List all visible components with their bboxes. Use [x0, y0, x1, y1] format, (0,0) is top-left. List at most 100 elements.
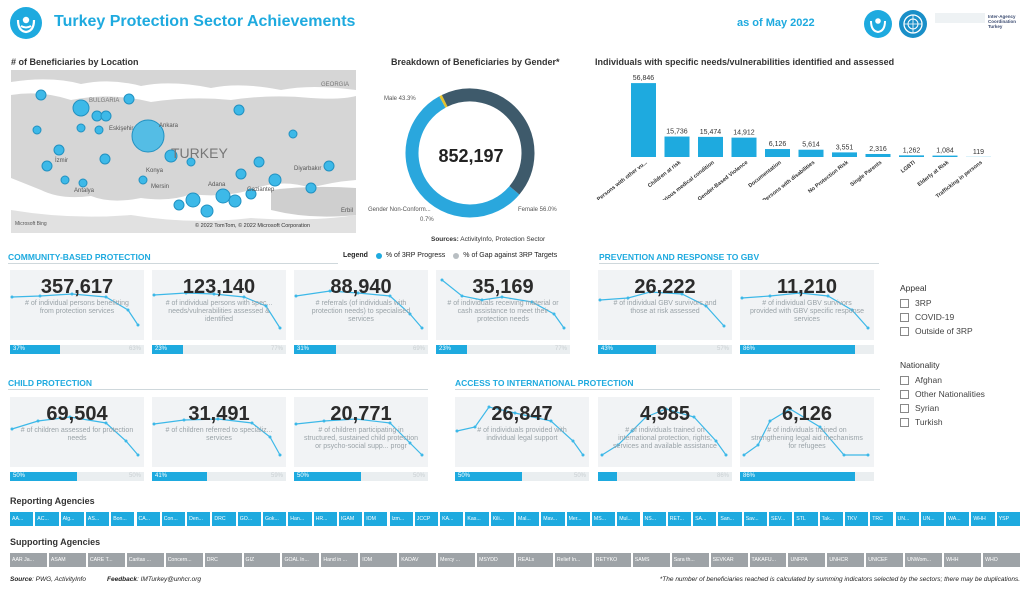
- reporting-agency-chip[interactable]: NS...: [642, 512, 666, 526]
- supporting-agency-chip[interactable]: UNFPA: [788, 553, 826, 567]
- reporting-agency-chip[interactable]: Mav...: [541, 512, 565, 526]
- supporting-agency-chip[interactable]: REALs: [516, 553, 553, 567]
- supporting-agency-chip[interactable]: Mercy ...: [438, 553, 476, 567]
- reporting-agency-chip[interactable]: YSP: [996, 512, 1020, 526]
- reporting-agency-chip[interactable]: CA...: [136, 512, 160, 526]
- map-bubble[interactable]: [268, 173, 282, 187]
- kpi-card[interactable]: 69,504 # of children assessed for protect…: [10, 397, 144, 482]
- checkbox[interactable]: [900, 375, 909, 385]
- bar[interactable]: [798, 149, 824, 157]
- reporting-agency-chip[interactable]: IGAM: [338, 512, 363, 526]
- reporting-agency-chip[interactable]: Kili...: [490, 512, 514, 526]
- map-bubble[interactable]: [288, 129, 298, 139]
- map-bubble[interactable]: [78, 178, 88, 188]
- reporting-agency-chip[interactable]: SEV...: [769, 512, 793, 526]
- reporting-agency-chip[interactable]: Kas...: [465, 512, 489, 526]
- reporting-agency-chip[interactable]: Gok...: [263, 512, 287, 526]
- reporting-agency-chip[interactable]: Mer...: [566, 512, 590, 526]
- reporting-agency-chip[interactable]: AS...: [85, 512, 110, 526]
- gender-donut-chart[interactable]: 852,197 Male 43.3% Female 56.0% Gender N…: [368, 80, 560, 230]
- map-bubble[interactable]: [99, 153, 111, 165]
- beneficiaries-map[interactable]: GEORGIA BULGARIA TURKEY Eskişehir Ankara…: [11, 70, 356, 233]
- appeal-option[interactable]: Outside of 3RP: [900, 324, 1020, 338]
- supporting-agency-chip[interactable]: AAR Ja...: [10, 553, 47, 567]
- donut-male-segment[interactable]: [441, 88, 535, 195]
- map-bubble[interactable]: [173, 199, 185, 211]
- bar[interactable]: [731, 137, 757, 157]
- bar[interactable]: [765, 149, 790, 157]
- map-bubble[interactable]: [235, 168, 247, 180]
- reporting-agency-chip[interactable]: Den...: [187, 512, 211, 526]
- reporting-agency-chip[interactable]: KA...: [440, 512, 464, 526]
- bar[interactable]: [932, 155, 958, 157]
- map-bubble[interactable]: [53, 144, 65, 156]
- vulnerabilities-bar-chart[interactable]: 56,846 Persons with other vu... 15,736 Chil…: [595, 70, 1024, 207]
- supporting-agency-chip[interactable]: IOM: [360, 553, 398, 567]
- supporting-agency-chip[interactable]: ASAM: [48, 553, 86, 567]
- map-bubble[interactable]: [245, 188, 257, 200]
- supporting-agency-chip[interactable]: UNHCR: [827, 553, 865, 567]
- supporting-agency-chip[interactable]: KADAV: [399, 553, 437, 567]
- supporting-agency-chip[interactable]: GIZ: [243, 553, 281, 567]
- reporting-agency-chip[interactable]: Tak...: [819, 512, 843, 526]
- supporting-agency-chip[interactable]: Sara th...: [671, 553, 709, 567]
- reporting-agency-chip[interactable]: GO...: [237, 512, 261, 526]
- donut-female-segment[interactable]: [405, 96, 520, 218]
- reporting-agency-chip[interactable]: TKV: [844, 512, 869, 526]
- map-bubble[interactable]: [228, 194, 242, 208]
- bar[interactable]: [664, 136, 690, 157]
- map-bubble[interactable]: [32, 125, 42, 135]
- kpi-card[interactable]: 88,940 # referrals (of individuals with p…: [294, 270, 428, 355]
- footer-feedback[interactable]: Feedback: IMTurkey@unhcr.org: [107, 576, 202, 583]
- reporting-agency-chip[interactable]: Izm...: [389, 512, 413, 526]
- kpi-card[interactable]: 20,771 # of children participating in str…: [294, 397, 428, 482]
- bar[interactable]: [698, 136, 723, 157]
- supporting-agency-chip[interactable]: WHO: [983, 553, 1020, 567]
- map-bubble[interactable]: [100, 110, 112, 122]
- map-bubble[interactable]: [94, 125, 104, 135]
- reporting-agency-chip[interactable]: Mal...: [516, 512, 540, 526]
- map-bubble[interactable]: [323, 160, 335, 172]
- reporting-agency-chip[interactable]: MS...: [591, 512, 616, 526]
- map-bubble[interactable]: [164, 149, 178, 163]
- reporting-agency-chip[interactable]: UN...: [895, 512, 919, 526]
- kpi-card[interactable]: 6,126 # of individuals trained on strengt…: [740, 397, 874, 482]
- reporting-agency-chip[interactable]: IOM: [364, 512, 388, 526]
- map-bubble[interactable]: [253, 156, 265, 168]
- map-bubble[interactable]: [60, 175, 70, 185]
- reporting-agency-chip[interactable]: WA...: [946, 512, 970, 526]
- supporting-agency-chip[interactable]: UNWom...: [905, 553, 943, 567]
- kpi-card[interactable]: 4,985 # of individuals trained on interna…: [598, 397, 732, 482]
- checkbox[interactable]: [900, 417, 909, 427]
- supporting-agency-chip[interactable]: TAKAFU...: [749, 553, 787, 567]
- supporting-agency-chip[interactable]: GOAL In...: [282, 553, 320, 567]
- reporting-agency-chip[interactable]: UN...: [920, 512, 945, 526]
- nationality-option[interactable]: Turkish: [900, 415, 1020, 429]
- kpi-card[interactable]: 123,140 # of individual persons with spec…: [152, 270, 286, 355]
- map-bubble[interactable]: [131, 119, 165, 153]
- nationality-option[interactable]: Syrian: [900, 401, 1020, 415]
- map-bubble[interactable]: [233, 104, 245, 116]
- reporting-agency-chip[interactable]: AA...: [10, 512, 34, 526]
- kpi-card[interactable]: 26,847 # of individuals provided with ind…: [455, 397, 589, 482]
- supporting-agency-chip[interactable]: SAMS: [632, 553, 670, 567]
- kpi-card[interactable]: 31,491 # of children referred to speciali…: [152, 397, 286, 482]
- reporting-agency-chip[interactable]: Con...: [161, 512, 186, 526]
- supporting-agency-chip[interactable]: CARE T...: [87, 553, 125, 567]
- kpi-card[interactable]: 357,617 # of individual persons benefitti…: [10, 270, 144, 355]
- supporting-agency-chip[interactable]: Concern...: [165, 553, 203, 567]
- supporting-agency-chip[interactable]: Hand in ...: [321, 553, 359, 567]
- checkbox[interactable]: [900, 312, 909, 322]
- appeal-option[interactable]: COVID-19: [900, 310, 1020, 324]
- reporting-agency-chip[interactable]: JCCP: [414, 512, 439, 526]
- reporting-agency-chip[interactable]: Han...: [288, 512, 312, 526]
- map-bubble[interactable]: [72, 99, 90, 117]
- reporting-agency-chip[interactable]: AC...: [35, 512, 59, 526]
- map-bubble[interactable]: [200, 204, 214, 218]
- checkbox[interactable]: [900, 403, 909, 413]
- reporting-agency-chip[interactable]: TRC: [870, 512, 894, 526]
- reporting-agency-chip[interactable]: HR...: [313, 512, 337, 526]
- checkbox[interactable]: [900, 326, 909, 336]
- map-bubble[interactable]: [41, 160, 53, 172]
- reporting-agency-chip[interactable]: Bon...: [111, 512, 135, 526]
